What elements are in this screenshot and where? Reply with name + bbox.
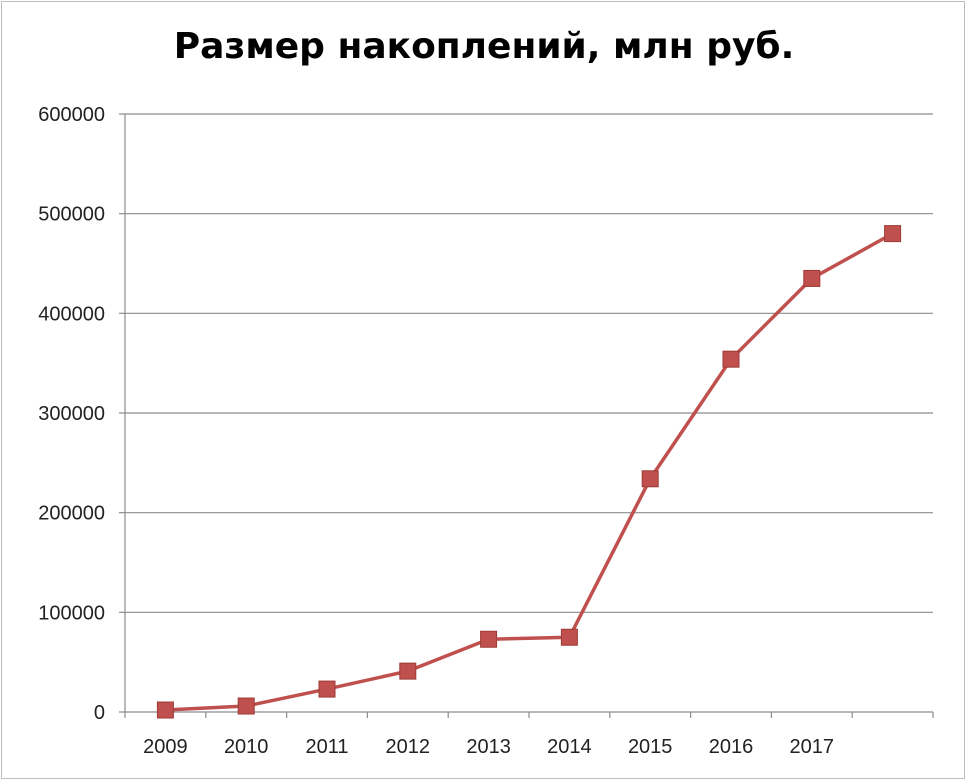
data-point-marker bbox=[156, 701, 174, 719]
y-tick-label: 300000 bbox=[38, 403, 105, 425]
y-tick-label: 600000 bbox=[38, 104, 105, 126]
y-axis-ticks: 0 100000 200000 300000 400000 500000 600000 bbox=[38, 104, 105, 724]
x-tick-label: 2016 bbox=[709, 736, 754, 758]
y-tick-label: 100000 bbox=[38, 602, 105, 624]
data-point-marker bbox=[480, 630, 498, 648]
y-tick-label: 500000 bbox=[38, 204, 105, 226]
gridlines bbox=[125, 113, 933, 613]
x-tick-label: 2011 bbox=[305, 736, 348, 758]
y-tick-label: 200000 bbox=[38, 503, 105, 525]
x-tick-label: 2009 bbox=[143, 736, 188, 758]
x-tick-label: 2014 bbox=[547, 736, 592, 758]
y-tick-label: 400000 bbox=[38, 303, 105, 325]
x-tick-label: 2017 bbox=[790, 736, 835, 758]
x-tick-label: 2013 bbox=[466, 736, 511, 758]
data-point-marker bbox=[237, 697, 255, 715]
data-point-marker bbox=[803, 269, 821, 287]
x-tick-label: 2012 bbox=[386, 736, 431, 758]
data-point-marker bbox=[641, 470, 659, 488]
y-tick-label: 0 bbox=[94, 702, 105, 724]
data-point-marker bbox=[399, 662, 417, 680]
series-group bbox=[156, 225, 902, 719]
data-point-marker bbox=[884, 225, 902, 243]
chart-title: Размер накоплений, млн руб. bbox=[173, 26, 795, 67]
axes bbox=[119, 113, 934, 718]
data-point-marker bbox=[560, 628, 578, 646]
series-line bbox=[165, 232, 894, 712]
data-point-marker bbox=[722, 350, 740, 368]
x-axis-ticks: 2009 2010 2011 2012 2013 2014 2015 2016 2017 bbox=[143, 736, 834, 758]
x-tick-label: 2010 bbox=[224, 736, 269, 758]
x-tick-label: 2015 bbox=[628, 736, 673, 758]
data-point-marker bbox=[318, 680, 336, 698]
